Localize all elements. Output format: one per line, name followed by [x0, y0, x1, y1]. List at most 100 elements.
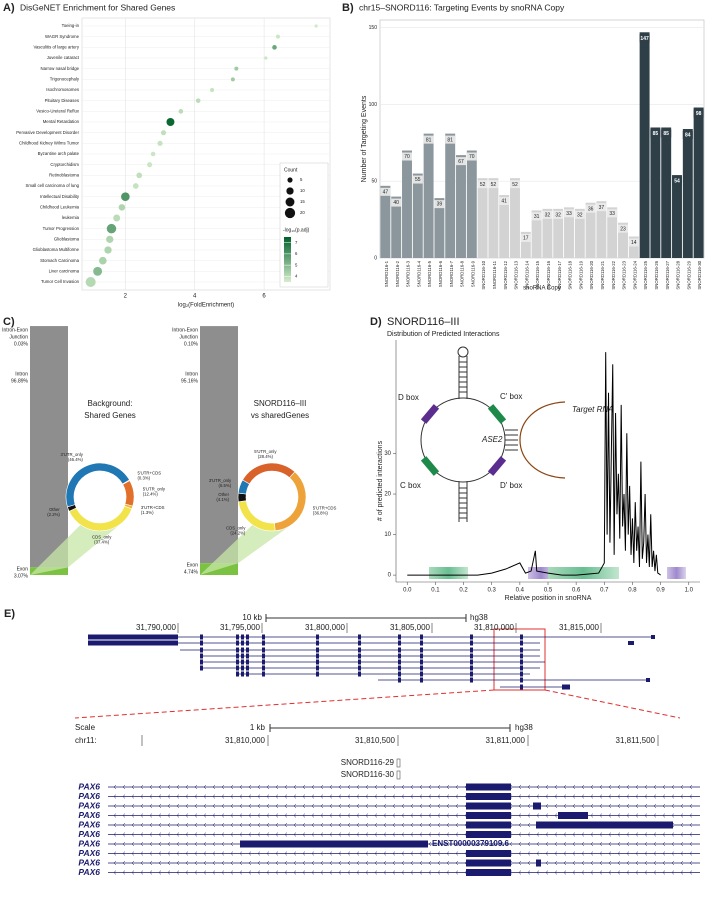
x-tick-label: SNORD116-6: [438, 260, 443, 287]
exon: [246, 660, 249, 665]
gene-name: PAX6: [78, 867, 100, 877]
exon: [236, 660, 239, 665]
donut-title: vs sharedGenes: [251, 411, 309, 420]
segment-value: (37.4%): [94, 540, 110, 545]
exon: [241, 641, 244, 646]
y-tick-label: Byzantine arch palate: [38, 151, 80, 156]
exon: [88, 635, 178, 640]
exon: [200, 654, 203, 659]
exon: [536, 822, 673, 829]
exon: [88, 641, 178, 646]
region-label: Intron: [185, 372, 198, 378]
panel-label: E): [4, 608, 15, 620]
value-label: 81: [426, 137, 432, 143]
legend-title: Count: [284, 167, 298, 173]
chart-title: SNORD116–III: [387, 316, 460, 328]
panel-label: B): [342, 2, 354, 14]
donut-title: SNORD116–III: [254, 399, 307, 408]
exon: [241, 635, 244, 640]
bar: [488, 178, 498, 258]
value-label: 32: [577, 212, 583, 218]
annotation: ASE2: [481, 435, 503, 444]
gene-name: PAX6: [78, 838, 100, 848]
value-label: 85: [653, 131, 659, 137]
snorna-mark: [397, 771, 400, 779]
x-tick-label: SNORD116-4: [416, 260, 421, 287]
x-tick-label: SNORD116-22: [611, 260, 616, 289]
assembly: hg38: [515, 723, 533, 732]
y-tick-label: 30: [384, 451, 391, 457]
exon: [466, 831, 511, 838]
x-tick-label: SNORD116-10: [481, 260, 486, 289]
zoom-box: [494, 629, 545, 690]
exon: [520, 685, 523, 690]
value-label: 98: [696, 111, 702, 117]
exon: [398, 666, 401, 671]
exon: [200, 666, 203, 671]
exon: [470, 648, 473, 653]
dot: [196, 98, 201, 103]
exon: [470, 654, 473, 659]
exon: [262, 666, 265, 671]
strip: [429, 567, 468, 579]
gene-name: PAX6: [78, 810, 100, 820]
x-tick-label: SNORD116-29: [686, 260, 691, 289]
dot: [234, 67, 238, 71]
exon: [466, 822, 511, 829]
exon: [398, 635, 401, 640]
dot: [314, 24, 317, 27]
exon: [316, 654, 319, 659]
zoom-line: [75, 690, 494, 718]
region-value: 4.74%: [184, 570, 199, 576]
exon: [200, 635, 203, 640]
exon: [358, 648, 361, 653]
x-tick-label: 6: [262, 294, 266, 300]
exon: [470, 678, 473, 683]
value-label: 41: [501, 199, 507, 205]
x-tick-label: 0.4: [516, 588, 525, 594]
exon: [246, 672, 249, 677]
exon: [358, 654, 361, 659]
panel-label: C): [3, 316, 15, 328]
y-tick-label: Glioblastoma Multiforme: [33, 247, 80, 252]
snorna-label: SNORD116-29: [341, 758, 395, 767]
chart-title: chr15–SNORD116: Targeting Events by snoR…: [359, 2, 565, 12]
y-tick-label: Pervasive Development Disorder: [16, 130, 79, 135]
exon: [466, 812, 511, 819]
exon: [246, 666, 249, 671]
value-label: 55: [415, 177, 421, 183]
dot: [166, 118, 174, 126]
x-tick-label: SNORD116-3: [406, 260, 411, 287]
y-axis-title: # of predicted interactions: [377, 440, 384, 521]
segment-value: (12.4%): [143, 492, 159, 497]
bar: [661, 127, 671, 258]
chrom: chr11:: [75, 736, 97, 745]
exon: [240, 841, 428, 848]
value-label: 147: [640, 36, 649, 42]
y-tick-label: Isochromosomes: [46, 87, 79, 92]
y-tick-label: 0: [374, 255, 377, 261]
exon: [420, 654, 423, 659]
bar: [445, 134, 455, 258]
x-tick-label: SNORD116-7: [449, 260, 454, 287]
x-tick-label: SNORD116-23: [622, 260, 627, 289]
exon: [316, 641, 319, 646]
dot: [121, 192, 130, 201]
y-tick-label: Stomach Carcinoma: [40, 258, 80, 263]
bar: [380, 186, 390, 258]
x-tick-label: SNORD116-21: [600, 260, 605, 289]
line: [407, 352, 660, 575]
bar: [478, 178, 488, 258]
region-bar: [30, 326, 68, 567]
exon: [316, 672, 319, 677]
chart-title: DisGeNET Enrichment for Shared Genes: [20, 2, 175, 12]
dot: [231, 77, 235, 81]
exon: [316, 660, 319, 665]
y-axis-title: Number of Targeting Events: [361, 95, 368, 182]
stem-rungs: [459, 362, 467, 392]
dot: [119, 204, 126, 211]
exon: [236, 648, 239, 653]
x-tick-label: 2: [124, 294, 128, 300]
y-tick-label: Toeing-in: [62, 23, 80, 28]
